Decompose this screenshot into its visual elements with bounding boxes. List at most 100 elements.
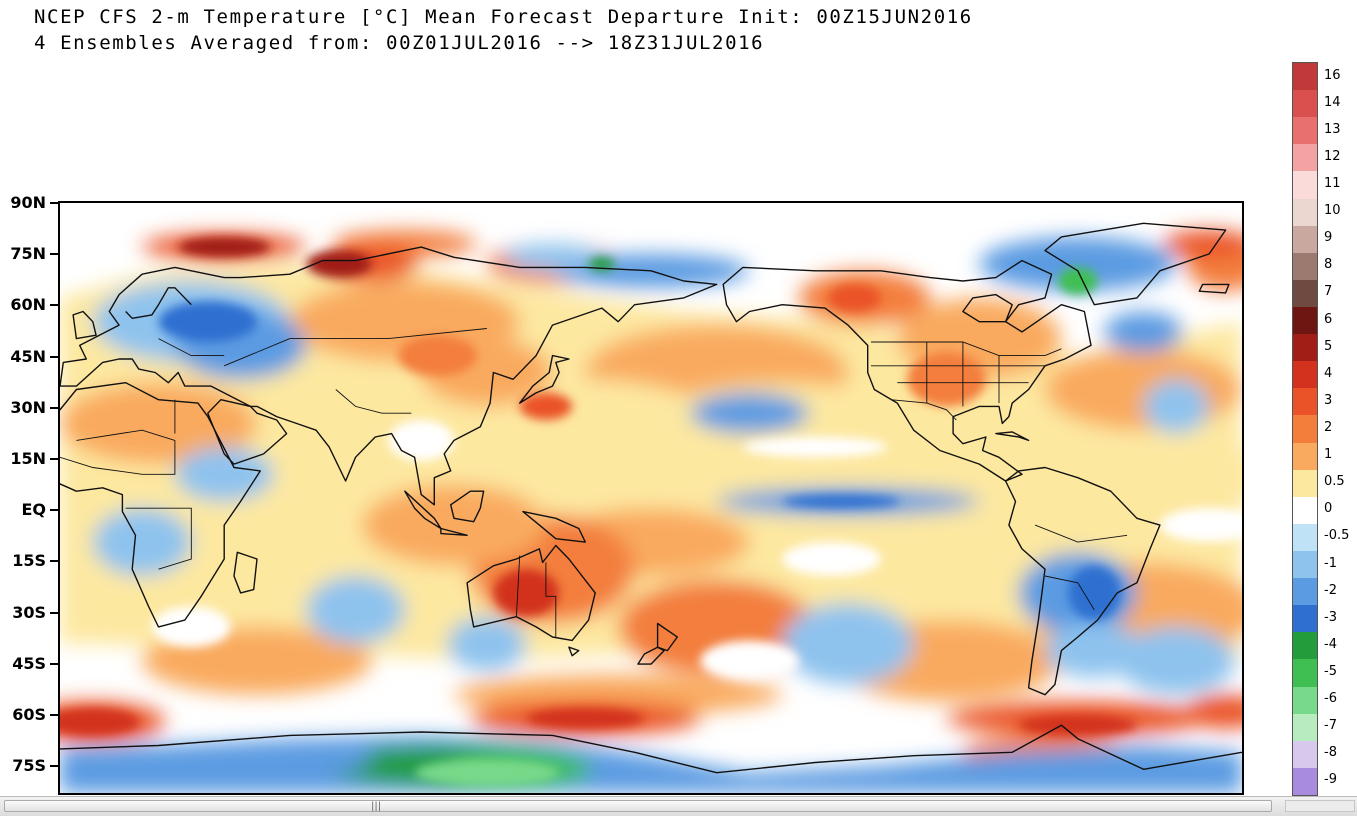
horizontal-scrollbar[interactable]: |||	[0, 796, 1357, 816]
anomaly-region	[700, 640, 799, 682]
colorbar-label: 9	[1324, 231, 1333, 246]
temperature-anomaly-map	[60, 203, 1242, 793]
lat-label: 30N	[10, 397, 46, 417]
scrollbar-grip-icon: |||	[371, 801, 382, 812]
country-borders	[60, 328, 1128, 637]
title-line-1: NCEP CFS 2-m Temperature [°C] Mean Forec…	[34, 6, 973, 28]
lat-tick	[50, 611, 58, 614]
colorbar-label: 0	[1324, 502, 1333, 517]
scrollbar-thumb[interactable]: |||	[4, 800, 1272, 812]
south-america-border	[1044, 575, 1095, 611]
anomaly-region	[1143, 379, 1210, 434]
anomaly-region	[828, 284, 881, 312]
anomaly-region	[1018, 715, 1137, 736]
colorbar-swatch	[1293, 307, 1317, 335]
colorbar-swatch	[1293, 144, 1317, 173]
britain-outline	[72, 310, 97, 340]
anomaly-region	[60, 708, 139, 736]
madagascar-outline	[233, 551, 258, 594]
borneo-outline	[450, 490, 485, 523]
japan-outline	[519, 354, 570, 404]
colorbar-label: -3	[1324, 610, 1337, 625]
colorbar-swatch	[1293, 334, 1317, 362]
colorbar-swatch	[1293, 279, 1317, 308]
title-line-2: 4 Ensembles Averaged from: 00Z01JUL2016 …	[34, 32, 765, 54]
colorbar-label: -9	[1324, 773, 1337, 788]
north-america-outline	[722, 259, 1092, 482]
antarctica-outline	[60, 724, 1242, 774]
anomaly-region	[178, 236, 271, 258]
colorbar-label: 12	[1324, 149, 1341, 164]
anomaly-region	[1159, 508, 1242, 543]
anomaly-region	[92, 508, 192, 576]
colorbar-swatch	[1293, 198, 1317, 227]
anomaly-region	[1058, 267, 1098, 295]
colorbar-label: -7	[1324, 719, 1337, 734]
anomaly-region	[493, 569, 559, 617]
java-outline	[440, 527, 468, 536]
greenland-outline	[1044, 222, 1227, 306]
colorbar-label: -8	[1324, 746, 1337, 761]
continent-outlines	[60, 222, 1242, 774]
anomaly-region	[519, 392, 573, 420]
lat-tick	[50, 304, 58, 307]
lat-tick	[50, 560, 58, 563]
colorbar-swatch	[1293, 578, 1317, 606]
south-america-border	[1034, 524, 1128, 543]
colorbar-swatch	[1293, 388, 1317, 417]
nz-south-outline	[637, 646, 665, 665]
colorbar-swatch	[1293, 117, 1317, 145]
anomaly-region	[306, 250, 372, 278]
anomaly-region	[526, 708, 645, 729]
colorbar-label: 1	[1324, 448, 1333, 463]
anomaly-region	[1094, 426, 1242, 522]
colorbar-label: 16	[1324, 68, 1341, 83]
lat-label: EQ	[21, 500, 46, 520]
colorbar-label: 8	[1324, 258, 1333, 273]
map-panel	[58, 201, 1244, 795]
anomaly-region	[306, 576, 405, 644]
anomaly-region	[388, 420, 455, 461]
new-guinea-outline	[522, 510, 586, 543]
colorbar-label: -1	[1324, 556, 1337, 571]
anomaly-region	[414, 759, 559, 787]
lat-tick	[50, 355, 58, 358]
lat-tick	[50, 253, 58, 256]
colorbar-swatch	[1293, 415, 1317, 444]
anomaly-region	[1104, 311, 1183, 353]
anomaly-region	[979, 236, 1177, 292]
anomaly-region	[398, 335, 477, 376]
colorbar-label: -6	[1324, 692, 1337, 707]
europe-border	[158, 338, 225, 357]
asia-border	[224, 328, 487, 367]
anomaly-region	[158, 301, 258, 342]
iceland-outline	[1198, 283, 1230, 294]
colorbar-label: 5	[1324, 339, 1333, 354]
colorbar-label: 6	[1324, 312, 1333, 327]
lat-tick	[50, 202, 58, 204]
lat-label: 75N	[10, 244, 46, 264]
anomaly-region	[224, 423, 389, 526]
lat-label: 45N	[10, 346, 46, 366]
anomaly-region	[1068, 565, 1121, 620]
colorbar-swatch	[1293, 171, 1317, 200]
colorbar-swatch	[1293, 469, 1317, 498]
lat-tick	[50, 714, 58, 717]
south-america-outline	[1004, 466, 1161, 696]
colorbar-label: -2	[1324, 583, 1337, 598]
anomaly-region	[76, 745, 208, 780]
lat-label: 15N	[10, 449, 46, 469]
colorbar-swatch	[1293, 713, 1317, 742]
colorbar-label: 4	[1324, 366, 1333, 381]
colorbar-swatch	[1293, 767, 1317, 795]
anomaly-region	[690, 392, 809, 434]
cuba-outline	[995, 431, 1030, 442]
scrollbar-track-end[interactable]	[1285, 800, 1355, 812]
colorbar-swatch	[1293, 361, 1317, 389]
colorbar-swatch	[1293, 632, 1317, 661]
colorbar-swatch	[1293, 605, 1317, 633]
sumatra-outline	[404, 490, 442, 530]
us-mexico-border	[890, 399, 957, 421]
colorbar-swatch	[1293, 659, 1317, 688]
colorbar-swatch	[1293, 252, 1317, 281]
